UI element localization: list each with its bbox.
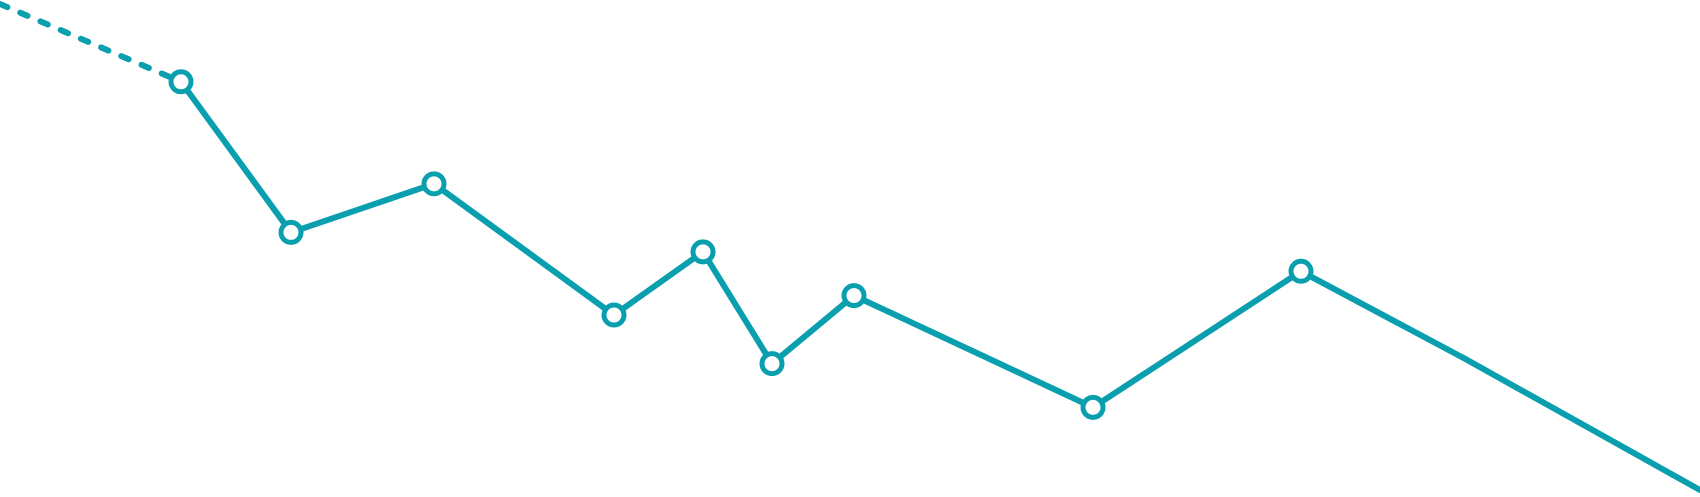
- data-point-marker: [168, 69, 194, 95]
- data-point-marker: [759, 351, 785, 377]
- series-segment: [611, 248, 706, 319]
- series-segment: [431, 180, 617, 319]
- data-point-marker: [841, 283, 867, 309]
- series-segment: [1298, 268, 1468, 362]
- series-segment-dashed: [0, 1, 184, 85]
- series-segment: [769, 292, 857, 367]
- series-segment: [1462, 355, 1700, 493]
- series-segment: [700, 248, 775, 367]
- series-segment: [178, 78, 294, 236]
- data-point-marker: [278, 219, 304, 245]
- data-point-marker: [1080, 394, 1106, 420]
- data-point-marker: [1288, 258, 1314, 284]
- data-point-marker: [601, 302, 627, 328]
- data-point-marker: [690, 239, 716, 265]
- series-segment: [288, 180, 437, 236]
- data-point-marker: [421, 171, 447, 197]
- series-segment: [1090, 268, 1304, 411]
- series-segment: [851, 292, 1096, 411]
